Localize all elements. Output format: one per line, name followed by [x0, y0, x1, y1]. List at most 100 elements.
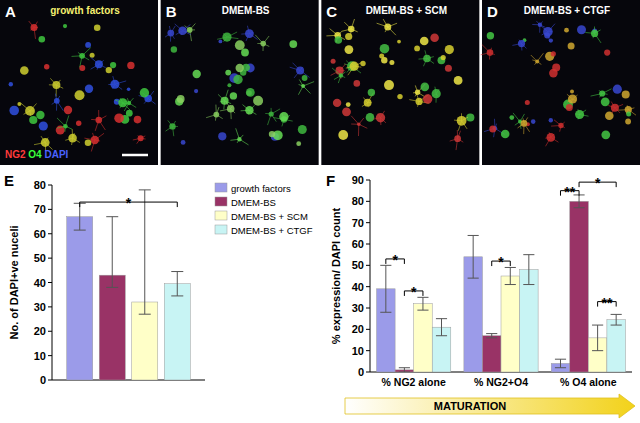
- panel-background: [321, 0, 479, 165]
- cell-process: [80, 56, 82, 68]
- cell-process: [223, 101, 225, 110]
- cell-process: [567, 99, 572, 102]
- cell-process: [78, 52, 82, 56]
- cell: [17, 102, 21, 106]
- error-cap: [171, 295, 183, 296]
- bar: [132, 302, 158, 380]
- cell: [551, 51, 556, 56]
- cell-process: [263, 36, 269, 44]
- cell: [85, 42, 91, 48]
- cell-process: [628, 108, 634, 110]
- cell-process: [548, 24, 555, 32]
- plot-marks: [377, 195, 626, 372]
- error-line: [441, 319, 442, 336]
- error-cap: [139, 189, 151, 190]
- cell: [570, 90, 574, 94]
- cell: [601, 130, 610, 139]
- cell-process: [615, 104, 623, 107]
- stain-legend-entry: DAPI: [42, 149, 69, 160]
- cell: [181, 140, 186, 145]
- cell-process: [298, 86, 303, 95]
- error-line: [528, 255, 529, 285]
- cell: [487, 32, 494, 39]
- y-tick-label: 30: [34, 301, 46, 313]
- cell-process: [56, 101, 57, 111]
- bar: [67, 217, 93, 380]
- cell-process: [367, 103, 369, 108]
- cell-process: [591, 94, 603, 97]
- cell-process: [338, 31, 342, 35]
- cell-process: [490, 48, 492, 53]
- cell-process: [144, 99, 148, 104]
- cell: [331, 59, 336, 64]
- cell-process: [595, 33, 601, 43]
- cell-process: [52, 101, 57, 105]
- legend-swatch: [215, 183, 227, 192]
- cell-process: [388, 27, 396, 35]
- cell-process: [98, 110, 99, 120]
- cell-process: [341, 72, 346, 76]
- cell: [380, 44, 390, 54]
- micrograph-panel: Agrowth factorsNG2 O4 DAPI: [0, 0, 158, 165]
- cell-process: [271, 114, 276, 122]
- micrograph-panel: DDMEM-BS + CTGF: [481, 0, 640, 165]
- panel-background: [161, 0, 319, 165]
- cell-process: [512, 44, 521, 46]
- y-tick-label: 0: [40, 374, 46, 386]
- error-bar: [486, 334, 497, 338]
- cell-process: [522, 44, 527, 49]
- cell-process: [49, 84, 57, 85]
- cell-process: [523, 123, 524, 134]
- cell-process: [300, 67, 303, 71]
- cell-process: [381, 118, 386, 123]
- error-cap: [380, 312, 391, 313]
- cell: [140, 88, 149, 97]
- cell-process: [340, 64, 346, 71]
- cell-process: [561, 126, 565, 128]
- cell-process: [148, 99, 155, 105]
- legend-swatch: [215, 225, 227, 234]
- cell: [126, 110, 133, 117]
- cell-process: [226, 101, 231, 109]
- cell-process: [458, 121, 461, 131]
- cell-process: [612, 108, 615, 114]
- error-cap: [468, 235, 479, 236]
- cell: [235, 40, 245, 50]
- cell-process: [435, 87, 436, 94]
- panel-letter: D: [487, 3, 498, 20]
- cell: [114, 113, 124, 123]
- cell: [9, 82, 13, 86]
- error-cap: [106, 216, 118, 217]
- cell-process: [462, 121, 468, 129]
- cell-process: [72, 138, 73, 145]
- cell: [20, 66, 29, 75]
- cell: [76, 121, 81, 126]
- cell: [171, 46, 177, 52]
- cell-process: [461, 113, 462, 121]
- cell: [379, 54, 384, 59]
- error-cap: [505, 267, 516, 268]
- cell-process: [271, 108, 272, 114]
- cell-process: [84, 138, 94, 140]
- cell-process: [95, 120, 99, 131]
- cell-process: [175, 24, 183, 31]
- cell-process: [57, 96, 60, 101]
- cell-process: [481, 53, 490, 55]
- cell-process: [537, 61, 541, 64]
- cell-process: [561, 122, 565, 126]
- cell: [298, 125, 307, 134]
- y-tick-label: 90: [352, 174, 364, 186]
- cell: [531, 119, 536, 124]
- y-tick: [48, 258, 52, 259]
- cell-process: [536, 21, 540, 25]
- y-axis-label: No. of DAPI+ve nuceli: [8, 226, 20, 340]
- error-line: [597, 325, 598, 351]
- cell-process: [34, 22, 38, 28]
- cell-process: [239, 135, 243, 139]
- error-cap: [436, 318, 447, 319]
- cell-process: [580, 115, 589, 117]
- cell: [421, 83, 430, 92]
- cell-process: [378, 114, 381, 118]
- cell-process: [554, 120, 561, 126]
- cell-process: [423, 59, 427, 67]
